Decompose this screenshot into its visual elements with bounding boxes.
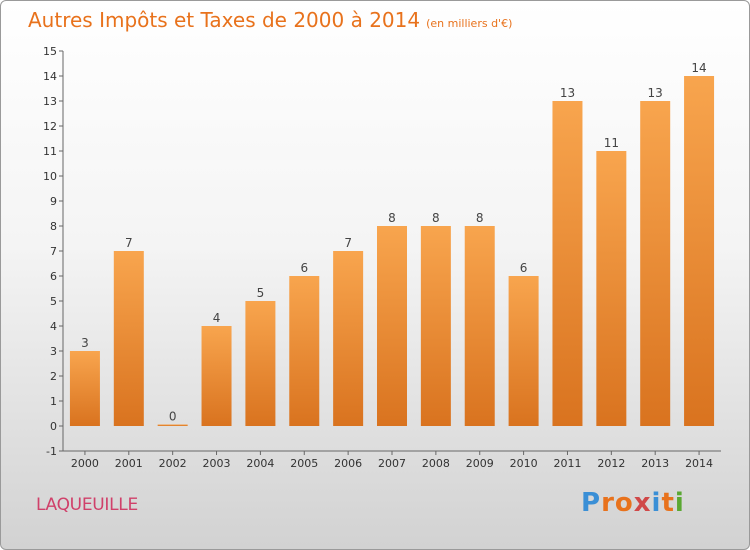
x-tick-label: 2009 — [466, 457, 494, 470]
unit-label: (en milliers d'€) — [426, 17, 513, 30]
chart-title: Autres Impôts et Taxes de 2000 à 2014 (en… — [28, 8, 512, 32]
data-label: 5 — [257, 286, 265, 300]
bar — [552, 101, 583, 426]
bar — [596, 151, 627, 426]
x-tick-label: 2002 — [159, 457, 187, 470]
data-label: 7 — [125, 236, 133, 250]
bar — [508, 276, 539, 426]
data-label: 11 — [604, 136, 619, 150]
data-label: 4 — [213, 311, 221, 325]
y-tick-label: 1 — [50, 395, 57, 408]
y-tick-label: 10 — [43, 170, 57, 183]
data-label: 8 — [388, 211, 396, 225]
x-tick-label: 2008 — [422, 457, 450, 470]
brand-letter: t — [661, 488, 675, 518]
commune-name: LAQUEUILLE — [36, 495, 138, 515]
x-tick-label: 2000 — [71, 457, 99, 470]
bar — [69, 351, 100, 426]
x-tick-label: 2004 — [246, 457, 274, 470]
x-tick-label: 2013 — [641, 457, 669, 470]
y-tick-label: 12 — [43, 120, 57, 133]
bar — [113, 251, 144, 426]
bar — [464, 226, 495, 426]
x-tick-label: 2011 — [553, 457, 581, 470]
bar — [684, 76, 715, 426]
data-label: 8 — [476, 211, 484, 225]
x-tick-label: 2005 — [290, 457, 318, 470]
y-tick-label: 7 — [50, 245, 57, 258]
bar — [201, 326, 232, 426]
y-tick-label: 4 — [50, 320, 57, 333]
data-label: 6 — [300, 261, 308, 275]
x-tick-label: 2012 — [597, 457, 625, 470]
bar — [289, 276, 320, 426]
x-tick-label: 2006 — [334, 457, 362, 470]
data-label: 14 — [691, 61, 706, 75]
title-text: Autres Impôts et Taxes de 2000 à 2014 — [28, 8, 421, 32]
brand-letter: i — [651, 488, 662, 518]
bar — [420, 226, 451, 426]
brand-logo: Proxiti — [581, 488, 685, 518]
x-tick-label: 2003 — [203, 457, 231, 470]
y-tick-label: 0 — [50, 420, 57, 433]
data-label: 7 — [344, 236, 352, 250]
y-tick-label: 2 — [50, 370, 57, 383]
data-label: 13 — [560, 86, 575, 100]
x-tick-label: 2007 — [378, 457, 406, 470]
y-tick-label: 13 — [43, 95, 57, 108]
y-tick-label: 11 — [43, 145, 57, 158]
bar — [377, 226, 407, 426]
data-label: 8 — [432, 211, 440, 225]
brand-letter: P — [581, 488, 602, 518]
bar — [333, 251, 364, 426]
y-tick-label: 9 — [50, 195, 57, 208]
y-tick-label: 8 — [50, 220, 57, 233]
x-tick-label: 2001 — [115, 457, 143, 470]
brand-letter: x — [633, 488, 652, 518]
bar — [640, 101, 671, 426]
y-tick-label: 3 — [50, 345, 57, 358]
y-tick-label: 15 — [43, 45, 57, 58]
x-tick-label: 2014 — [685, 457, 713, 470]
brand-letter: i — [674, 488, 685, 518]
bar — [245, 301, 276, 426]
y-tick-label: -1 — [46, 445, 57, 458]
bar — [157, 424, 188, 426]
x-tick-label: 2010 — [510, 457, 538, 470]
data-label: 6 — [520, 261, 528, 275]
y-tick-label: 14 — [43, 70, 57, 83]
data-label: 3 — [81, 336, 89, 350]
brand-letter: r — [601, 488, 615, 518]
data-label: 0 — [169, 410, 177, 424]
data-label: 13 — [648, 86, 663, 100]
y-tick-label: 6 — [50, 270, 57, 283]
y-tick-label: 5 — [50, 295, 57, 308]
brand-letter: o — [614, 488, 634, 518]
